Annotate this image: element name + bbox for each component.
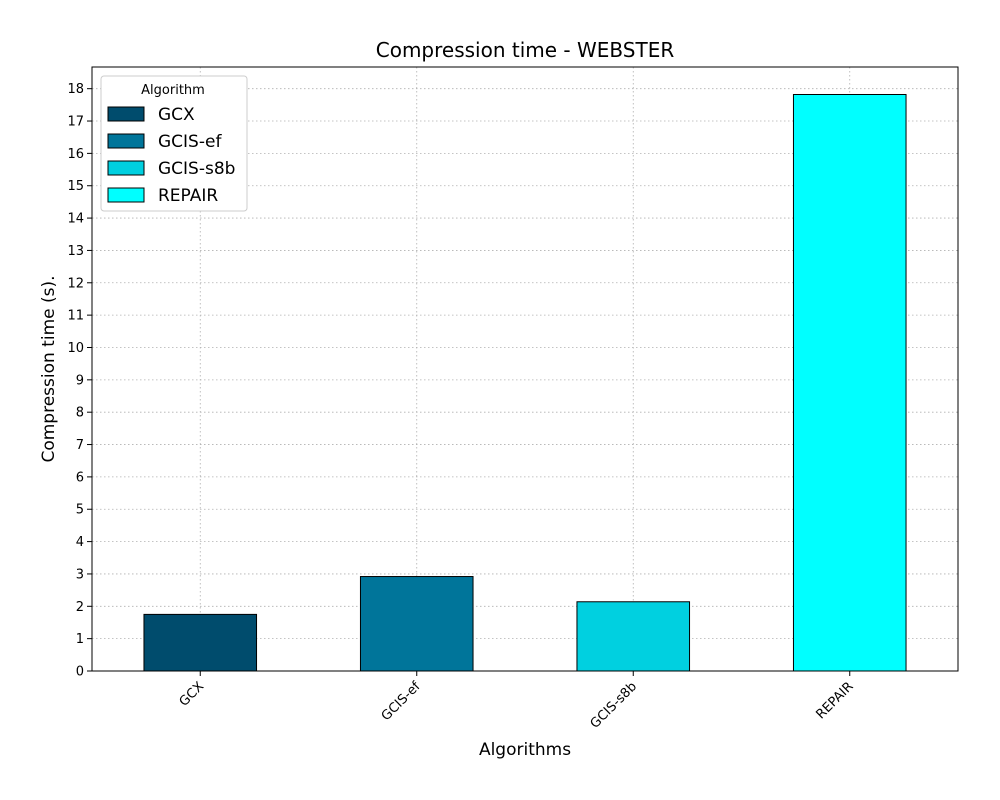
- y-tick-label: 3: [76, 567, 84, 582]
- y-tick-label: 1: [76, 632, 84, 647]
- y-axis-label: Compression time (s).: [39, 275, 59, 462]
- bar-gcis-ef: [359, 576, 474, 672]
- y-tick-label: 12: [67, 276, 84, 291]
- y-tick-label: 9: [76, 373, 84, 388]
- y-tick-label: 2: [76, 600, 84, 615]
- x-tick-label: GCIS-ef: [379, 679, 424, 724]
- legend-swatch: [107, 187, 145, 203]
- legend-label: REPAIR: [158, 186, 218, 206]
- legend-label: GCIS-s8b: [158, 159, 235, 179]
- y-tick-label: 17: [67, 115, 84, 130]
- y-tick-label: 11: [67, 309, 84, 324]
- legend-swatch: [107, 133, 145, 149]
- y-tick-label: 7: [76, 438, 84, 453]
- x-tick-label: REPAIR: [813, 679, 856, 722]
- legend-title: Algorithm: [141, 83, 205, 98]
- y-tick-label: 14: [67, 212, 84, 227]
- y-tick-label: 4: [76, 535, 84, 550]
- legend-swatch: [107, 160, 145, 176]
- y-tick-label: 18: [67, 82, 84, 97]
- legend-swatch: [107, 106, 145, 122]
- y-tick-label: 10: [67, 341, 84, 356]
- y-tick-label: 0: [76, 665, 84, 680]
- plot-frame: [91, 66, 959, 672]
- bar-repair: [792, 93, 907, 672]
- chart-title: Compression time - WEBSTER: [376, 38, 675, 62]
- y-tick-label: 13: [67, 244, 84, 259]
- legend-label: GCIS-ef: [158, 132, 222, 152]
- y-tick-label: 6: [76, 470, 84, 485]
- x-tick-label: GCX: [177, 679, 208, 710]
- legend-label: GCX: [158, 105, 195, 125]
- y-tick-label: 15: [67, 179, 84, 194]
- y-tick-label: 5: [76, 503, 84, 518]
- y-tick-label: 8: [76, 406, 84, 421]
- x-axis-label: Algorithms: [479, 740, 571, 760]
- x-axis: GCX GCIS-ef GCIS-s8b REPAIR: [177, 671, 857, 732]
- y-tick-label: 16: [67, 147, 84, 162]
- bars: [143, 93, 907, 672]
- bar-gcis-s8b: [576, 601, 691, 672]
- bar-gcx: [143, 613, 258, 672]
- x-tick-label: GCIS-s8b: [588, 679, 640, 731]
- legend: Algorithm GCX GCIS-ef GCIS-s8b REPAIR: [100, 75, 248, 212]
